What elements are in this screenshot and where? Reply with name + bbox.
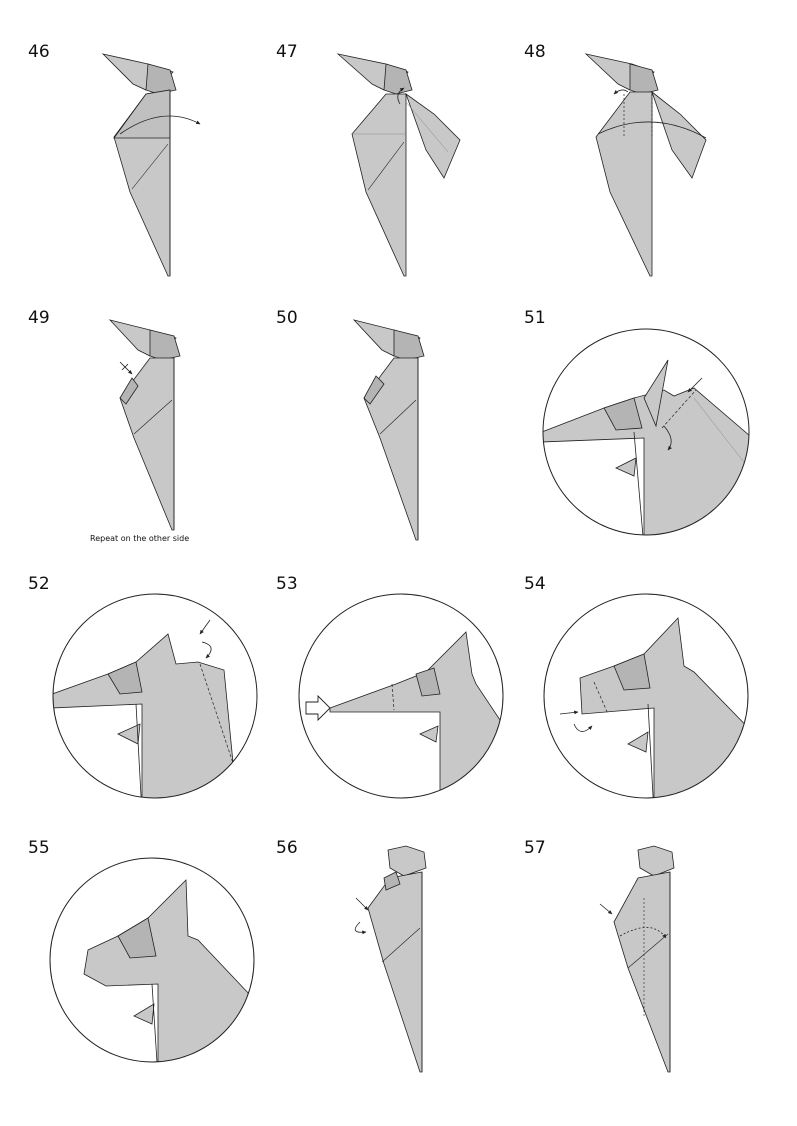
- step-48-diagram: [524, 42, 774, 282]
- step-54: 54: [524, 574, 774, 834]
- step-50-diagram: [276, 308, 526, 548]
- step-57-diagram: [524, 838, 774, 1078]
- step-47: 47: [276, 42, 526, 302]
- step-56-diagram: [276, 838, 526, 1078]
- step-49: 49 Repeat on the other side: [28, 308, 278, 568]
- step-55-diagram: [28, 838, 278, 1078]
- step-52-diagram: [28, 574, 278, 814]
- step-49-diagram: [28, 308, 278, 548]
- step-53: 53: [276, 574, 526, 834]
- step-51-diagram: [524, 308, 774, 548]
- step-46-diagram: [28, 42, 278, 282]
- step-53-diagram: [276, 574, 526, 814]
- step-47-diagram: [276, 42, 526, 282]
- step-55: 55: [28, 838, 278, 1098]
- step-57: 57: [524, 838, 774, 1098]
- step-51: 51: [524, 308, 774, 568]
- step-56: 56: [276, 838, 526, 1098]
- push-arrow-icon: [306, 696, 330, 720]
- repeat-note: Repeat on the other side: [90, 534, 189, 543]
- step-50: 50: [276, 308, 526, 568]
- step-52: 52: [28, 574, 278, 834]
- step-54-diagram: [524, 574, 774, 814]
- step-46: 46: [28, 42, 278, 302]
- step-48: 48: [524, 42, 774, 302]
